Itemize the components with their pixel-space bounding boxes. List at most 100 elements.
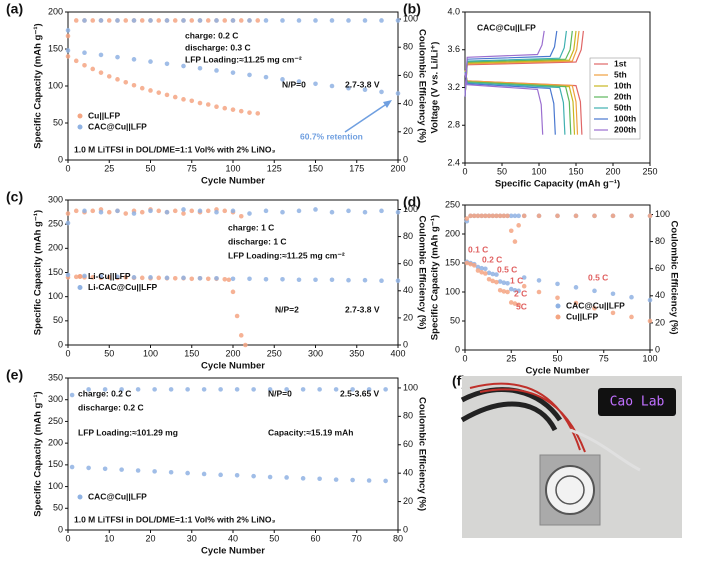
data-point [505, 213, 510, 219]
y-tick-label: 0 [58, 154, 63, 164]
data-point [73, 18, 79, 23]
annotation: discharge: 0.2 C [78, 402, 144, 412]
data-point [139, 275, 145, 281]
data-point [516, 223, 521, 228]
data-point [238, 108, 244, 114]
y2-tick-label: 100 [403, 13, 418, 23]
y2-tick-label: 40 [403, 98, 413, 108]
legend-label: CAC@Cu||LFP [88, 121, 147, 131]
x-tick-label: 75 [187, 163, 197, 173]
data-point [152, 387, 157, 392]
x-tick-label: 50 [145, 163, 155, 173]
data-point [471, 213, 477, 219]
x-tick-label: 150 [184, 348, 199, 358]
data-point [90, 66, 96, 72]
legend-label: Cu||LFP [566, 311, 598, 321]
data-point [234, 472, 240, 478]
data-point [255, 111, 261, 116]
data-point [475, 268, 481, 273]
legend-label: Cu||LFP [88, 110, 120, 120]
y-tick-label: 200 [445, 228, 460, 238]
data-point [647, 318, 653, 324]
annotation: 2.5-3.65 V [340, 388, 380, 398]
y-tick-label: 200 [48, 243, 63, 253]
data-point [214, 104, 219, 110]
data-point [516, 213, 521, 219]
data-point [238, 333, 244, 338]
data-point [313, 81, 318, 87]
y-axis-label: Specific Capacity (mAh g⁻¹) [33, 23, 44, 148]
data-point [82, 18, 87, 23]
data-point [222, 208, 228, 214]
y2-tick-label: 100 [403, 204, 418, 214]
data-point [164, 18, 170, 23]
y2-tick-label: 80 [403, 411, 413, 421]
annotation: 0.5 C [588, 272, 608, 282]
x-tick-label: 0 [65, 348, 70, 358]
data-point [201, 471, 207, 477]
chart-panel: (d)0 25 50 75 100050100150200250020406080100… [403, 194, 679, 377]
annotation: 2 C [514, 288, 527, 298]
data-point [483, 266, 488, 272]
chart-panel: (c)0 50 100 150 200 250 300 350 4000501001502002… [6, 189, 427, 372]
data-point [102, 387, 108, 392]
data-point [115, 54, 120, 60]
data-point [501, 213, 507, 219]
y2-tick-label: 60 [403, 439, 413, 449]
legend-label: 50th [614, 102, 631, 112]
annotation: LFP Loading:≈11.25 mg cm⁻² [228, 250, 345, 260]
data-point [317, 476, 322, 482]
data-point [647, 213, 653, 219]
data-point [230, 107, 236, 112]
data-point [479, 213, 484, 219]
x-tick-label: 100 [143, 348, 158, 358]
annotation: charge: 0.2 C [185, 30, 238, 40]
data-point [512, 287, 518, 293]
data-point [395, 209, 401, 215]
data-point [346, 85, 351, 91]
data-point [296, 277, 302, 283]
data-point [205, 276, 211, 282]
data-point [280, 18, 285, 23]
plot-frame [464, 204, 651, 351]
annotation: 60.7% retention [300, 131, 363, 141]
data-point [255, 18, 261, 23]
y2-axis-label: Coulombic Efficiency (%) [416, 215, 427, 329]
data-point [98, 18, 104, 23]
data-point [148, 59, 153, 64]
arrow [344, 102, 389, 133]
data-point [313, 277, 318, 283]
data-point [168, 469, 174, 475]
legend-swatch [77, 274, 83, 279]
data-point [486, 213, 492, 219]
data-point [230, 70, 236, 75]
data-point [115, 208, 120, 214]
data-point [536, 278, 542, 283]
y-axis-label: Specific Capacity (mAh g⁻¹) [430, 215, 441, 340]
y2-tick-label: 60 [655, 263, 665, 273]
legend-label: 5th [614, 69, 627, 79]
legend-swatch [77, 113, 83, 119]
data-point [247, 110, 252, 115]
x-tick-label: 60 [310, 533, 320, 543]
data-point [263, 74, 269, 80]
data-point [82, 50, 87, 55]
data-point [468, 213, 473, 219]
data-point [521, 283, 527, 289]
y-tick-label: 150 [48, 267, 63, 277]
x-tick-label: 0 [462, 353, 467, 363]
data-point [106, 18, 112, 23]
y2-tick-label: 20 [403, 126, 413, 136]
data-point [197, 18, 203, 23]
panel-label: (b) [403, 1, 421, 17]
data-point [234, 313, 240, 319]
data-point [98, 209, 104, 215]
x-tick-label: 200 [605, 166, 620, 176]
y-tick-label: 0 [58, 339, 63, 349]
chart-panel: (b)0 50 100 150 200 2502.42.83.23.64.0Specifi… [403, 1, 658, 190]
emblem [545, 465, 595, 515]
data-point [69, 464, 75, 470]
data-point [82, 273, 87, 279]
data-point [123, 275, 129, 280]
annotation: N/P=0 [268, 388, 292, 398]
